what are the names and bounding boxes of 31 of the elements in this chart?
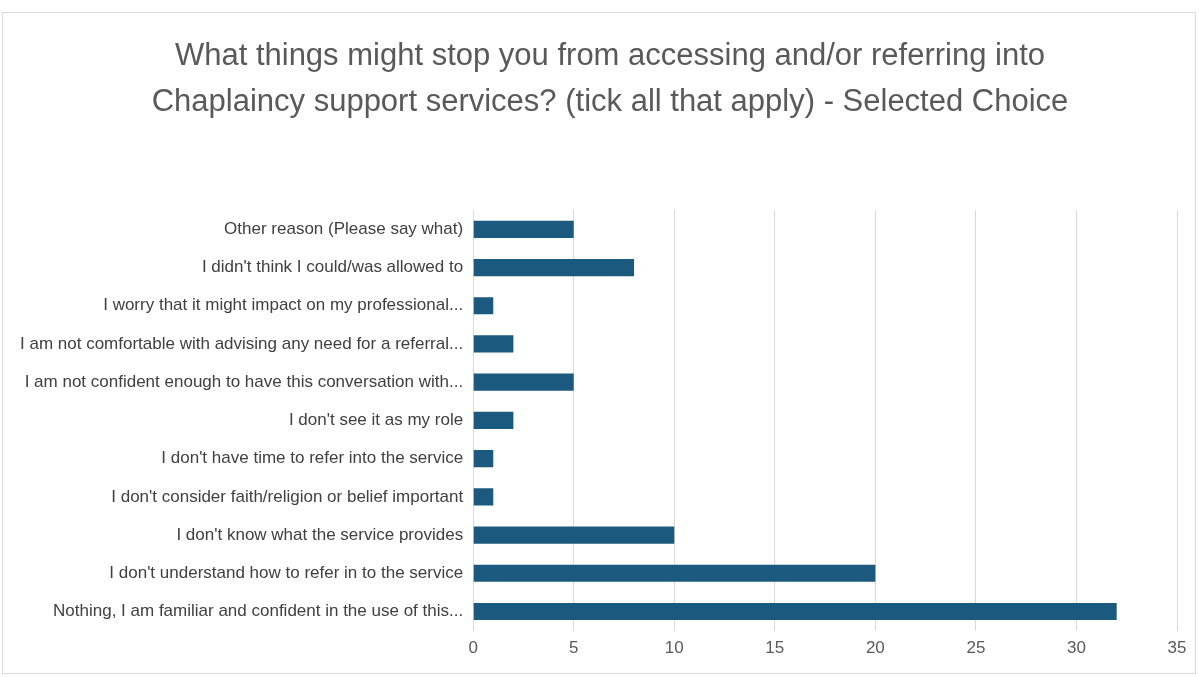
y-tick-label: Other reason (Please say what) xyxy=(224,219,464,238)
y-tick-label: I don't see it as my role xyxy=(288,410,464,430)
x-tick-label: 5 xyxy=(568,638,579,658)
bar xyxy=(473,297,494,315)
bar xyxy=(473,373,574,391)
bar xyxy=(473,602,1117,621)
y-tick-label: I worry that it might impact on my professional... xyxy=(103,295,464,315)
bar xyxy=(473,564,876,582)
y-tick-label: I am not comfortable with advising any need for a referral... xyxy=(19,333,464,353)
chart-title: What things might stop you from accessing and/or referring into Chaplaincy support services? (tick all that apply) - Selected Choice xyxy=(150,36,1070,120)
bar xyxy=(473,335,514,353)
x-tick-label: 25 xyxy=(966,638,986,658)
y-tick-label: I don't have time to refer into the service xyxy=(161,448,464,468)
y-tick-label: I didn't think I could/was allowed to xyxy=(201,257,464,277)
x-tick-label: 15 xyxy=(765,638,785,658)
y-tick-label: Nothing, I am familiar and confident in the use of this... xyxy=(53,601,464,621)
bar xyxy=(473,220,574,238)
bar xyxy=(473,258,635,277)
bar xyxy=(473,450,494,468)
x-tick-label: 10 xyxy=(664,638,684,658)
y-tick-label: I don't know what the service provides xyxy=(176,524,464,544)
y-tick-label: I am not confident enough to have this conversation with... xyxy=(24,371,464,391)
x-tick-label: 20 xyxy=(865,638,885,658)
bar xyxy=(473,526,675,544)
bar xyxy=(473,488,494,506)
x-tick-label: 30 xyxy=(1066,638,1086,658)
y-tick-label: I don't consider faith/religion or belief important xyxy=(111,486,464,506)
x-tick-label: 35 xyxy=(1167,638,1187,658)
bar xyxy=(473,411,514,429)
x-tick-label: 0 xyxy=(468,638,478,658)
y-tick-label: I don't understand how to refer in to the service xyxy=(109,562,464,582)
